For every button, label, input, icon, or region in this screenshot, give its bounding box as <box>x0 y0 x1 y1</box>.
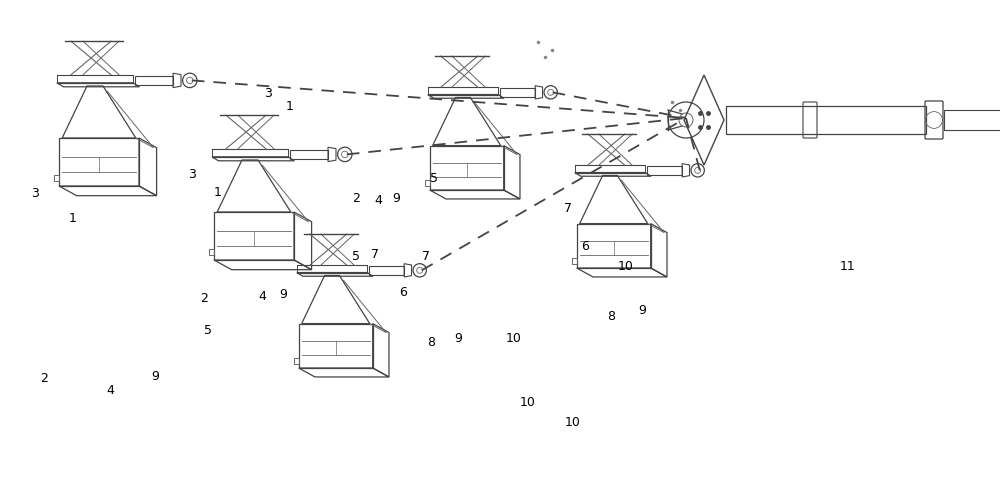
Text: 10: 10 <box>565 416 581 429</box>
Text: 9: 9 <box>279 288 287 301</box>
Text: 4: 4 <box>106 383 114 396</box>
Text: 4: 4 <box>258 289 266 302</box>
Text: 10: 10 <box>520 396 536 409</box>
Text: 9: 9 <box>454 332 462 345</box>
Text: 10: 10 <box>506 332 522 345</box>
Text: 7: 7 <box>371 248 379 260</box>
Text: 7: 7 <box>564 202 572 215</box>
Text: 2: 2 <box>40 372 48 384</box>
Text: 7: 7 <box>422 249 430 262</box>
Text: 5: 5 <box>204 324 212 337</box>
Text: 3: 3 <box>188 167 196 180</box>
Text: 4: 4 <box>374 194 382 207</box>
Text: 2: 2 <box>352 192 360 205</box>
Text: 3: 3 <box>31 186 39 200</box>
Text: 10: 10 <box>618 259 634 272</box>
Text: 11: 11 <box>840 259 856 272</box>
Text: 5: 5 <box>352 249 360 262</box>
Text: 6: 6 <box>581 240 589 252</box>
Text: 2: 2 <box>200 291 208 304</box>
Text: 6: 6 <box>399 285 407 298</box>
Text: 9: 9 <box>151 370 159 382</box>
Text: 8: 8 <box>607 309 615 323</box>
Text: 8: 8 <box>427 336 435 349</box>
Text: 9: 9 <box>392 192 400 205</box>
Text: 1: 1 <box>214 185 222 199</box>
Text: 5: 5 <box>430 171 438 184</box>
Text: 3: 3 <box>264 87 272 100</box>
Text: 1: 1 <box>286 100 294 113</box>
Text: 9: 9 <box>638 303 646 317</box>
Text: 1: 1 <box>69 212 77 225</box>
